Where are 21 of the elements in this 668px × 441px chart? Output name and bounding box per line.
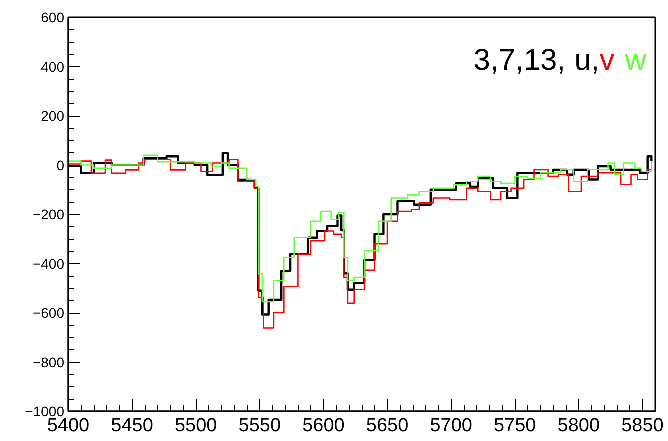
y-tick-label: −800: [32, 354, 65, 370]
y-tick-label: −200: [32, 206, 65, 222]
text: v: [600, 44, 615, 77]
x-tick-label: 5700: [430, 416, 472, 436]
y-tick-label: 600: [41, 10, 65, 26]
text: u,: [574, 44, 600, 77]
x-tick-label: 5650: [366, 416, 409, 436]
x-tick-label: 5550: [238, 416, 282, 436]
x-tick-label: 5800: [558, 416, 600, 436]
y-tick-label: 400: [41, 58, 65, 75]
y-tick-label: 200: [41, 108, 65, 124]
x-tick-label: 5850: [622, 416, 664, 436]
y-tick-label: 0: [56, 157, 65, 174]
x-tick-label: 5450: [111, 416, 154, 436]
x-tick-label: 5500: [174, 416, 218, 436]
x-tick-label: 5600: [302, 416, 345, 436]
text: w: [624, 44, 647, 77]
y-tick-label: −400: [32, 256, 65, 272]
y-tick-label: −600: [32, 305, 65, 321]
text: 3,7,13,: [474, 44, 566, 77]
x-tick-label: 5750: [494, 416, 536, 436]
